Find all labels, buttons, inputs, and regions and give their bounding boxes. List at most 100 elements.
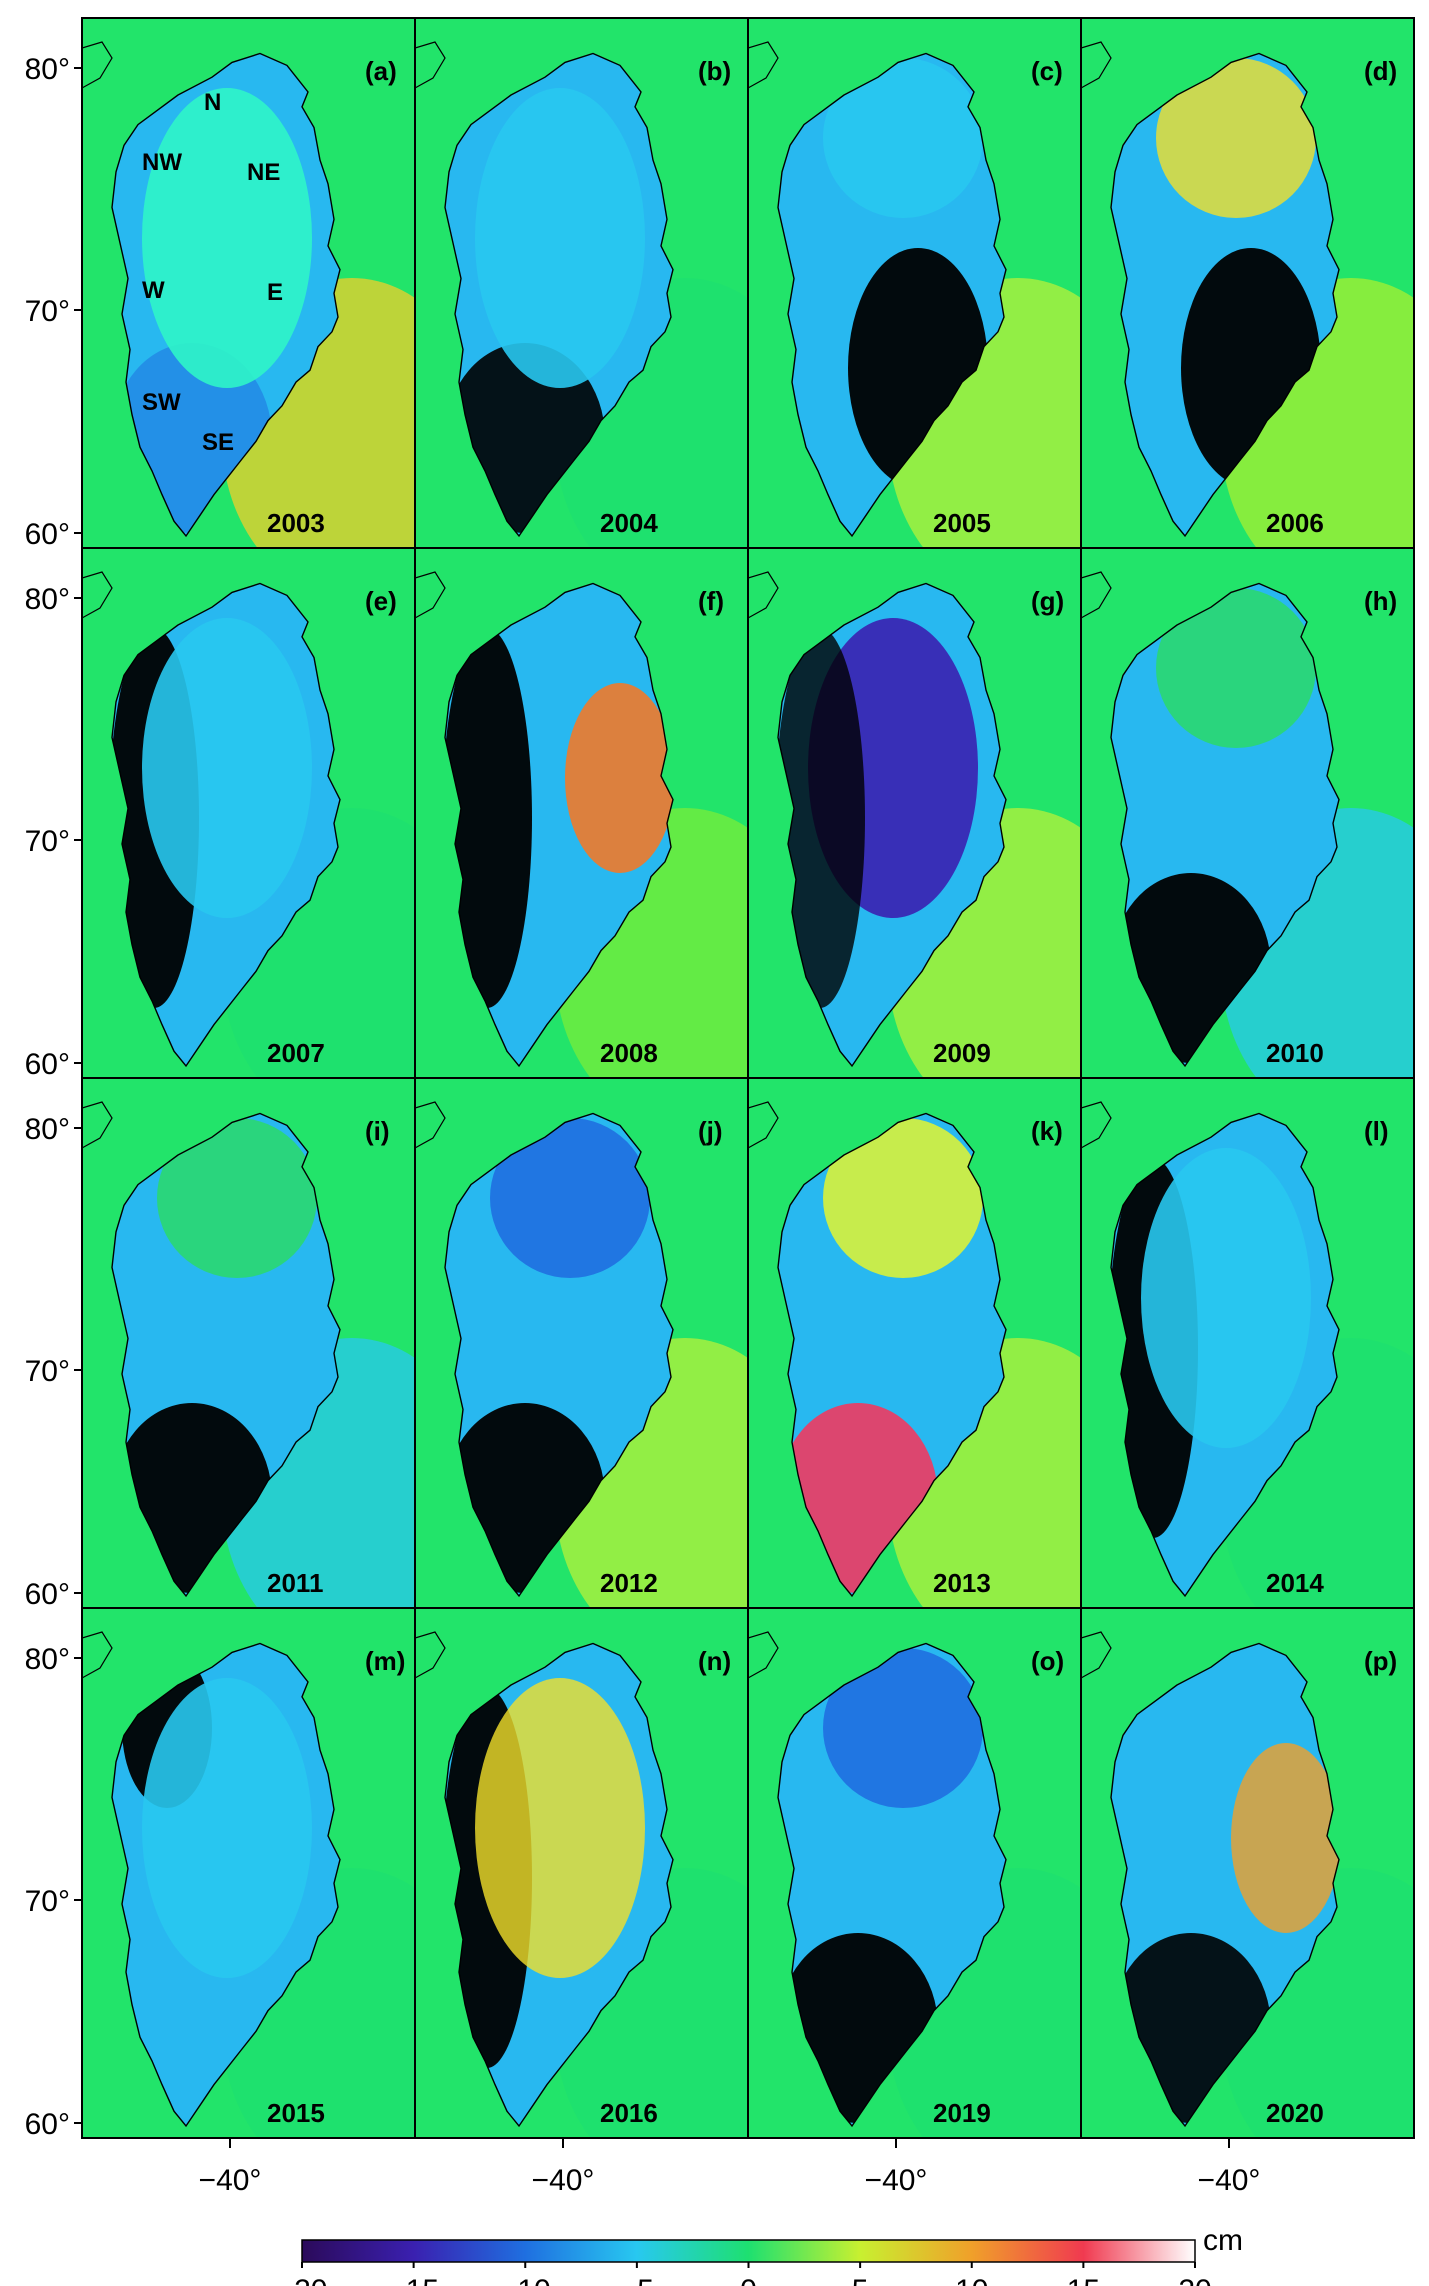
panel-year: 2015 [267, 2098, 325, 2128]
canada-coastline [82, 1101, 113, 1149]
panel-letter: (o) [1031, 1646, 1064, 1676]
canada-coastline [1081, 41, 1112, 89]
panel-letter: (i) [365, 1116, 390, 1146]
mass-anomaly-blob [565, 683, 673, 873]
panel-year: 2004 [600, 508, 658, 538]
map-panel: (i) 2011 [81, 1077, 416, 1609]
coastline [111, 582, 341, 1068]
panel-letter: (f) [698, 586, 724, 616]
map-panel: (b) 2004 [414, 17, 749, 549]
colorbar-tick-label: 10 [955, 2274, 988, 2286]
panel-year: 2005 [933, 508, 991, 538]
panel-letter: (n) [698, 1646, 731, 1676]
region-label: NE [247, 159, 280, 186]
lon-tick-label: −40° [1198, 2164, 1261, 2197]
panel-year: 2016 [600, 2098, 658, 2128]
panel-letter: (b) [698, 56, 731, 86]
panel-year: 2013 [933, 1568, 991, 1598]
colorbar-gradient [301, 2239, 1196, 2263]
panel-letter: (e) [365, 586, 397, 616]
map-panel: (n) 2016 [414, 1607, 749, 2139]
mass-anomaly-blob [1156, 588, 1316, 748]
mass-anomaly-blob [1231, 1743, 1339, 1933]
mass-anomaly-blob [157, 1118, 317, 1278]
mass-anomaly-blob [142, 1678, 312, 1978]
coastline [444, 1642, 674, 2128]
colorbar-tick-label: 5 [852, 2274, 869, 2286]
lon-tick-label: −40° [532, 2164, 595, 2197]
canada-coastline [748, 1631, 779, 1679]
coastline [1110, 52, 1340, 538]
colorbar: −20 −15 −10 −5 0 5 10 15 20 cm [277, 2224, 1243, 2286]
panel-year: 2014 [1266, 1568, 1324, 1598]
canada-coastline [82, 571, 113, 619]
panel-letter: (h) [1364, 586, 1397, 616]
canada-coastline [1081, 1631, 1112, 1679]
canada-coastline [415, 571, 446, 619]
mass-anomaly-blob [823, 58, 983, 218]
canada-coastline [748, 571, 779, 619]
canada-coastline [82, 1631, 113, 1679]
panel-year: 2008 [600, 1038, 658, 1068]
panel-letter: (j) [698, 1116, 723, 1146]
coastline [777, 1112, 1007, 1598]
coastline [1110, 582, 1340, 1068]
colorbar-unit: cm [1203, 2224, 1243, 2257]
panel-year: 2010 [1266, 1038, 1324, 1068]
lat-tick-label: 60° [25, 2108, 70, 2141]
coastline [444, 582, 674, 1068]
panel-year: 2009 [933, 1038, 991, 1068]
map-panel: (a) 2003 N NW NE W E SW SE [81, 17, 416, 549]
region-label: SW [142, 389, 181, 416]
mass-anomaly-blob [475, 88, 645, 388]
colorbar-tick-label: −15 [388, 2274, 439, 2286]
lat-tick-label: 70° [25, 825, 70, 858]
coastline [777, 582, 1007, 1068]
mass-anomaly-blob [142, 88, 312, 388]
panel-letter: (c) [1031, 56, 1063, 86]
lat-tick-label: 60° [25, 518, 70, 551]
panel-year: 2006 [1266, 508, 1324, 538]
map-panel: (k) 2013 [747, 1077, 1082, 1609]
mass-anomaly-blob [142, 618, 312, 918]
panel-year: 2007 [267, 1038, 325, 1068]
colorbar-tick-label: 20 [1178, 2274, 1211, 2286]
coastline [777, 1642, 1007, 2128]
mass-anomaly-blob [490, 1118, 650, 1278]
mass-anomaly-blob [445, 628, 532, 1008]
canada-coastline [415, 41, 446, 89]
region-label: E [267, 279, 283, 306]
map-panel: (o) 2019 [747, 1607, 1082, 2139]
mass-anomaly-blob [823, 1648, 983, 1808]
canada-coastline [82, 41, 113, 89]
mass-anomaly-blob [1141, 1148, 1311, 1448]
region-label: NW [142, 149, 182, 176]
lon-tick-label: −40° [199, 2164, 262, 2197]
canada-coastline [1081, 1101, 1112, 1149]
canada-coastline [748, 1101, 779, 1149]
panel-year: 2003 [267, 508, 325, 538]
colorbar-tick-label: 0 [740, 2274, 757, 2286]
colorbar-tick-label: −20 [277, 2274, 328, 2286]
map-panel: (h) 2010 [1080, 547, 1415, 1079]
map-panel: (p) 2020 [1080, 1607, 1415, 2139]
lat-tick-label: 70° [25, 295, 70, 328]
lat-tick-label: 70° [25, 1885, 70, 1918]
map-panel: (c) 2005 [747, 17, 1082, 549]
coastline [111, 1642, 341, 2128]
canada-coastline [748, 41, 779, 89]
map-panel: (g) 2009 [747, 547, 1082, 1079]
coastline [1110, 1112, 1340, 1598]
map-panel: (d) 2006 [1080, 17, 1415, 549]
mass-anomaly-blob [823, 1118, 983, 1278]
lat-tick-label: 60° [25, 1048, 70, 1081]
colorbar-tick-label: 15 [1067, 2274, 1100, 2286]
panel-year: 2020 [1266, 2098, 1324, 2128]
canada-coastline [415, 1101, 446, 1149]
colorbar-tick-label: −5 [620, 2274, 654, 2286]
panel-year: 2011 [267, 1568, 323, 1598]
mass-anomaly-blob [1156, 58, 1316, 218]
panel-year: 2012 [600, 1568, 658, 1598]
